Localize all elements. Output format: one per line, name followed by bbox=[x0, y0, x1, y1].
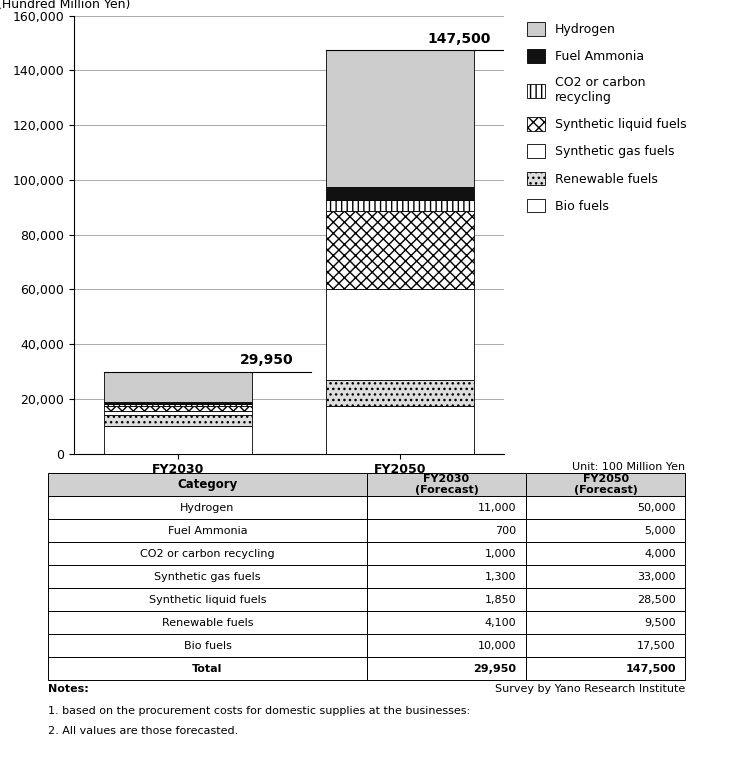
FancyBboxPatch shape bbox=[526, 588, 685, 612]
Text: Bio fuels: Bio fuels bbox=[184, 640, 231, 651]
Text: FY2030
(Forecast): FY2030 (Forecast) bbox=[414, 474, 479, 496]
FancyBboxPatch shape bbox=[526, 565, 685, 588]
Bar bbox=[104, 371, 252, 402]
FancyBboxPatch shape bbox=[526, 658, 685, 680]
Bar bbox=[326, 187, 474, 200]
Text: Survey by Yano Research Institute: Survey by Yano Research Institute bbox=[495, 684, 685, 694]
Text: 4,100: 4,100 bbox=[485, 618, 516, 628]
FancyBboxPatch shape bbox=[526, 496, 685, 519]
Text: 33,000: 33,000 bbox=[637, 572, 676, 582]
Text: 1,000: 1,000 bbox=[485, 549, 516, 558]
FancyBboxPatch shape bbox=[367, 473, 526, 496]
FancyBboxPatch shape bbox=[367, 588, 526, 612]
Text: Fuel Ammonia: Fuel Ammonia bbox=[167, 526, 247, 536]
Text: 1,300: 1,300 bbox=[485, 572, 516, 582]
Bar bbox=[326, 379, 474, 406]
FancyBboxPatch shape bbox=[367, 496, 526, 519]
Text: 11,000: 11,000 bbox=[478, 503, 516, 513]
Text: Total: Total bbox=[193, 664, 222, 674]
Text: (Hundred Million Yen): (Hundred Million Yen) bbox=[0, 0, 130, 11]
FancyBboxPatch shape bbox=[367, 542, 526, 565]
FancyBboxPatch shape bbox=[48, 634, 367, 658]
Text: 147,500: 147,500 bbox=[625, 664, 676, 674]
Legend: Hydrogen, Fuel Ammonia, CO2 or carbon
recycling, Synthetic liquid fuels, Synthet: Hydrogen, Fuel Ammonia, CO2 or carbon re… bbox=[528, 22, 686, 213]
FancyBboxPatch shape bbox=[48, 565, 367, 588]
Text: Renewable fuels: Renewable fuels bbox=[162, 618, 253, 628]
Text: 147,500: 147,500 bbox=[428, 32, 491, 45]
Text: 5,000: 5,000 bbox=[645, 526, 676, 536]
FancyBboxPatch shape bbox=[367, 658, 526, 680]
Bar bbox=[326, 406, 474, 454]
Bar bbox=[104, 415, 252, 426]
FancyBboxPatch shape bbox=[48, 542, 367, 565]
Text: 29,950: 29,950 bbox=[240, 353, 293, 368]
FancyBboxPatch shape bbox=[367, 634, 526, 658]
Text: 2. All values are those forecasted.: 2. All values are those forecasted. bbox=[48, 726, 239, 737]
Text: 17,500: 17,500 bbox=[637, 640, 676, 651]
Bar bbox=[104, 402, 252, 404]
FancyBboxPatch shape bbox=[367, 565, 526, 588]
FancyBboxPatch shape bbox=[48, 658, 367, 680]
Text: 1. based on the procurement costs for domestic supplies at the businesses:: 1. based on the procurement costs for do… bbox=[48, 706, 471, 716]
Text: 10,000: 10,000 bbox=[478, 640, 516, 651]
Bar bbox=[104, 404, 252, 407]
Bar bbox=[326, 211, 474, 289]
Text: Synthetic liquid fuels: Synthetic liquid fuels bbox=[149, 595, 266, 604]
FancyBboxPatch shape bbox=[367, 612, 526, 634]
Text: Notes:: Notes: bbox=[48, 684, 89, 694]
FancyBboxPatch shape bbox=[526, 612, 685, 634]
Text: 700: 700 bbox=[496, 526, 516, 536]
FancyBboxPatch shape bbox=[48, 612, 367, 634]
Text: 1,850: 1,850 bbox=[485, 595, 516, 604]
FancyBboxPatch shape bbox=[526, 542, 685, 565]
Text: 4,000: 4,000 bbox=[644, 549, 676, 558]
Text: 29,950: 29,950 bbox=[473, 664, 516, 674]
Bar bbox=[326, 50, 474, 187]
FancyBboxPatch shape bbox=[526, 519, 685, 542]
Text: Synthetic gas fuels: Synthetic gas fuels bbox=[154, 572, 261, 582]
FancyBboxPatch shape bbox=[48, 588, 367, 612]
Text: 9,500: 9,500 bbox=[644, 618, 676, 628]
FancyBboxPatch shape bbox=[526, 634, 685, 658]
Bar bbox=[326, 200, 474, 211]
FancyBboxPatch shape bbox=[48, 519, 367, 542]
Bar bbox=[104, 426, 252, 454]
Text: ≫: ≫ bbox=[324, 489, 362, 523]
FancyBboxPatch shape bbox=[48, 473, 367, 496]
Bar bbox=[326, 289, 474, 379]
Text: 28,500: 28,500 bbox=[637, 595, 676, 604]
Text: 50,000: 50,000 bbox=[637, 503, 676, 513]
FancyBboxPatch shape bbox=[367, 519, 526, 542]
Text: Unit: 100 Million Yen: Unit: 100 Million Yen bbox=[572, 461, 685, 472]
Text: Hydrogen: Hydrogen bbox=[180, 503, 235, 513]
Text: FY2050
(Forecast): FY2050 (Forecast) bbox=[574, 474, 638, 496]
Bar bbox=[104, 407, 252, 411]
FancyBboxPatch shape bbox=[48, 496, 367, 519]
Text: Category: Category bbox=[177, 478, 238, 491]
FancyBboxPatch shape bbox=[526, 473, 685, 496]
Bar bbox=[104, 411, 252, 415]
Text: CO2 or carbon recycling: CO2 or carbon recycling bbox=[140, 549, 275, 558]
